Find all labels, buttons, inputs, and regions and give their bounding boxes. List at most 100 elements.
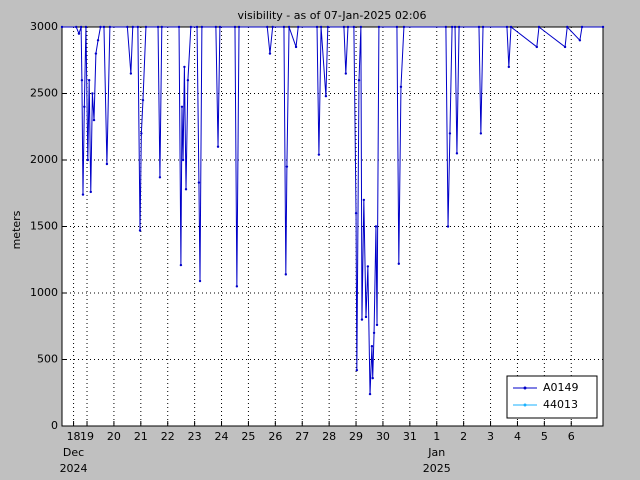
data-point: [60, 25, 64, 29]
data-point: [105, 162, 109, 166]
data-point: [181, 158, 185, 162]
data-point: [370, 345, 374, 348]
data-point: [96, 39, 100, 42]
x-tick-label: 26: [268, 430, 282, 443]
data-point: [87, 79, 91, 82]
data-point: [402, 25, 406, 29]
data-point: [84, 25, 88, 29]
data-point: [360, 318, 364, 321]
x-tick-label: 20: [107, 430, 121, 443]
data-point: [448, 132, 452, 135]
data-point: [397, 262, 401, 265]
x-month-label: Jan: [427, 446, 445, 459]
data-point: [136, 25, 140, 29]
data-point: [282, 25, 286, 29]
data-point: [237, 25, 241, 29]
data-point: [455, 152, 459, 155]
data-point: [144, 25, 148, 29]
data-point: [346, 25, 350, 29]
data-point: [342, 25, 346, 29]
data-point: [324, 94, 328, 98]
x-year-label: 2024: [60, 462, 88, 475]
legend-label: 44013: [543, 398, 578, 411]
data-point: [352, 25, 356, 29]
data-point: [184, 188, 188, 191]
data-point: [79, 25, 83, 29]
data-point: [102, 25, 106, 29]
data-point: [77, 32, 81, 35]
data-point: [126, 25, 129, 29]
y-tick-label: 2000: [30, 153, 58, 166]
data-point: [177, 25, 181, 29]
x-tick-label: 31: [403, 430, 417, 443]
data-point: [158, 176, 162, 179]
data-point: [271, 25, 274, 29]
data-point: [354, 212, 358, 215]
x-tick-label: 22: [161, 430, 175, 443]
data-point: [94, 52, 98, 55]
data-point: [75, 25, 78, 29]
data-point: [131, 25, 134, 29]
data-point: [179, 263, 183, 267]
data-point: [481, 25, 485, 29]
data-point: [183, 65, 186, 69]
data-point: [601, 25, 605, 29]
y-tick-label: 3000: [30, 20, 58, 33]
data-point: [509, 25, 513, 29]
data-point: [285, 165, 289, 168]
data-point: [198, 279, 202, 283]
data-point: [372, 331, 376, 335]
data-point: [294, 45, 298, 49]
x-month-label: Dec: [63, 446, 84, 459]
data-point: [200, 25, 204, 29]
data-point: [180, 105, 184, 109]
data-point: [214, 25, 218, 29]
x-tick-label: 27: [295, 430, 309, 443]
legend: A0149 44013: [506, 375, 598, 419]
data-point: [477, 25, 481, 29]
data-point: [366, 265, 370, 268]
data-point: [505, 25, 509, 29]
y-tick-label: 0: [51, 419, 58, 432]
plot-area: [62, 27, 603, 426]
data-point: [141, 98, 145, 102]
data-point: [453, 25, 457, 29]
data-point: [535, 45, 539, 49]
data-point: [89, 190, 92, 194]
x-tick-label: 2: [460, 430, 467, 443]
data-point: [377, 25, 381, 29]
x-year-label: 2025: [423, 462, 451, 475]
legend-label: A0149: [543, 381, 579, 394]
data-point: [580, 25, 584, 29]
data-point: [578, 39, 582, 42]
data-point: [326, 25, 329, 29]
x-tick-label: 23: [188, 430, 202, 443]
data-point: [266, 25, 269, 29]
data-point: [371, 376, 374, 380]
data-point: [138, 229, 142, 232]
data-point: [186, 79, 190, 82]
legend-marker: [523, 386, 527, 390]
data-point: [86, 158, 90, 162]
data-point: [92, 118, 96, 122]
x-tick-label: 3: [487, 430, 494, 443]
data-point: [566, 25, 569, 29]
x-tick-label: 25: [241, 430, 255, 443]
data-point: [319, 25, 323, 29]
data-point: [233, 25, 237, 29]
data-point: [375, 323, 379, 327]
y-axis-label: meters: [10, 210, 23, 249]
data-point: [374, 225, 378, 228]
x-tick-label: 30: [376, 430, 390, 443]
data-point: [357, 79, 361, 82]
data-point: [284, 273, 288, 276]
data-point: [479, 132, 483, 135]
x-tick-label: 24: [215, 430, 229, 443]
legend-marker: [523, 403, 527, 407]
x-tick-label: 6: [568, 430, 575, 443]
data-point: [457, 25, 461, 29]
x-tick-label: 4: [514, 430, 521, 443]
data-point: [129, 72, 133, 75]
data-point: [355, 368, 359, 372]
